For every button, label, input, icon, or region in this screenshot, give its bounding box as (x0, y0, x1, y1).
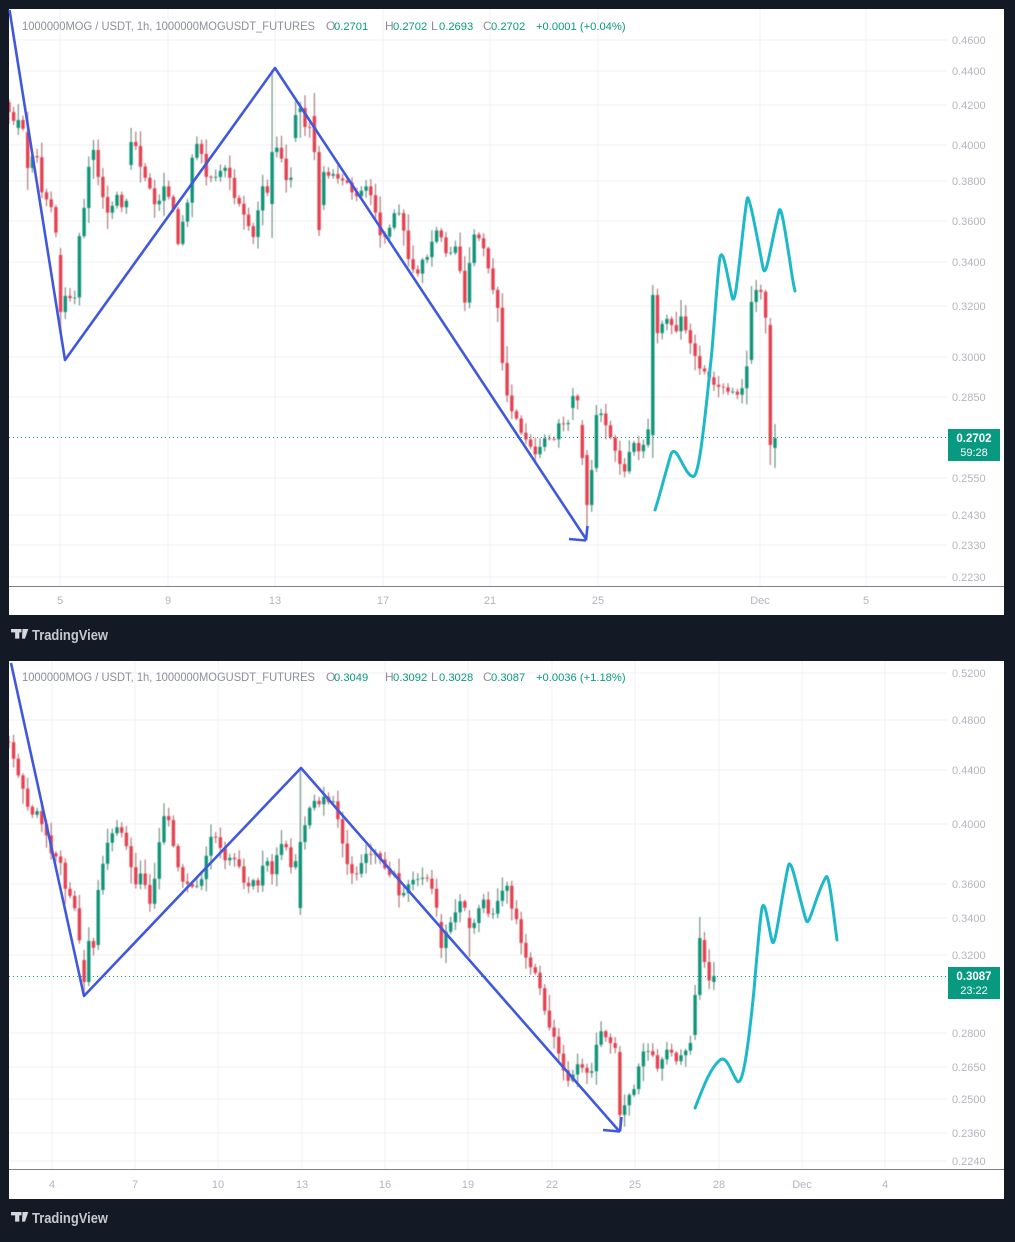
svg-text:+0.0036 (+1.18%): +0.0036 (+1.18%) (536, 672, 626, 684)
svg-text:13: 13 (296, 1179, 308, 1191)
svg-text:0.2701: 0.2701 (334, 21, 368, 33)
svg-text:0.4800: 0.4800 (952, 715, 986, 727)
svg-text:17: 17 (377, 595, 389, 607)
svg-text:21: 21 (484, 595, 496, 607)
svg-text:7: 7 (132, 1179, 138, 1191)
svg-text:L: L (431, 19, 438, 33)
svg-text:O: O (326, 670, 335, 684)
svg-text:0.2702: 0.2702 (393, 21, 427, 33)
svg-text:0.4000: 0.4000 (952, 140, 986, 152)
svg-text:16: 16 (379, 1179, 391, 1191)
svg-text:C: C (483, 19, 492, 33)
svg-text:Dec: Dec (792, 1179, 812, 1191)
svg-text:0.2430: 0.2430 (952, 510, 986, 522)
svg-text:0.3028: 0.3028 (439, 672, 473, 684)
svg-text:0.5200: 0.5200 (952, 668, 986, 680)
svg-text:4: 4 (49, 1179, 55, 1191)
svg-text:0.4400: 0.4400 (952, 765, 986, 777)
svg-text:0.3000: 0.3000 (952, 352, 986, 364)
svg-text:H: H (385, 670, 394, 684)
svg-text:0.3200: 0.3200 (952, 950, 986, 962)
svg-text:5: 5 (57, 595, 63, 607)
svg-text:28: 28 (713, 1179, 725, 1191)
svg-text:O: O (326, 19, 335, 33)
svg-text:0.4400: 0.4400 (952, 66, 986, 78)
svg-text:23:22: 23:22 (960, 985, 988, 997)
svg-text:0.3800: 0.3800 (952, 176, 986, 188)
svg-text:C: C (483, 670, 492, 684)
svg-text:+0.0001 (+0.04%): +0.0001 (+0.04%) (536, 21, 626, 33)
svg-text:TradingView: TradingView (32, 1211, 109, 1227)
svg-text:0.4200: 0.4200 (952, 100, 986, 112)
svg-text:0.2800: 0.2800 (952, 1028, 986, 1040)
svg-text:0.3400: 0.3400 (952, 257, 986, 269)
svg-text:0.2360: 0.2360 (952, 1128, 986, 1140)
svg-text:59:28: 59:28 (960, 447, 988, 459)
svg-text:25: 25 (629, 1179, 641, 1191)
svg-text:0.3049: 0.3049 (334, 672, 368, 684)
svg-text:0.3200: 0.3200 (952, 301, 986, 313)
svg-text:Dec: Dec (750, 595, 770, 607)
svg-text:0.2693: 0.2693 (439, 21, 473, 33)
svg-text:9: 9 (165, 595, 171, 607)
svg-text:0.3600: 0.3600 (952, 216, 986, 228)
svg-text:0.2240: 0.2240 (952, 1156, 986, 1168)
svg-text:0.3087: 0.3087 (491, 672, 525, 684)
svg-text:1000000MOG / USDT, 1h, 1000000: 1000000MOG / USDT, 1h, 1000000MOGUSDT_FU… (22, 670, 315, 684)
svg-text:10: 10 (212, 1179, 224, 1191)
svg-text:0.3087: 0.3087 (956, 971, 991, 983)
svg-text:0.4000: 0.4000 (952, 819, 986, 831)
svg-text:0.3600: 0.3600 (952, 879, 986, 891)
svg-text:0.4600: 0.4600 (952, 35, 986, 47)
svg-text:0.2850: 0.2850 (952, 392, 986, 404)
svg-text:0.2702: 0.2702 (491, 21, 525, 33)
svg-text:0.2650: 0.2650 (952, 1062, 986, 1074)
svg-text:13: 13 (269, 595, 281, 607)
svg-text:L: L (431, 670, 438, 684)
svg-text:0.3400: 0.3400 (952, 913, 986, 925)
svg-text:0.3092: 0.3092 (393, 672, 427, 684)
svg-text:0.2550: 0.2550 (952, 473, 986, 485)
svg-text:0.2500: 0.2500 (952, 1094, 986, 1106)
svg-text:19: 19 (462, 1179, 474, 1191)
svg-text:0.2230: 0.2230 (952, 572, 986, 584)
svg-text:H: H (385, 19, 394, 33)
svg-text:TradingView: TradingView (32, 628, 109, 644)
svg-text:0.2702: 0.2702 (956, 433, 991, 445)
svg-text:1000000MOG / USDT, 1h, 1000000: 1000000MOG / USDT, 1h, 1000000MOGUSDT_FU… (22, 19, 315, 33)
svg-text:0.2330: 0.2330 (952, 540, 986, 552)
svg-text:22: 22 (546, 1179, 558, 1191)
svg-text:4: 4 (882, 1179, 888, 1191)
svg-text:25: 25 (592, 595, 604, 607)
svg-text:5: 5 (863, 595, 869, 607)
